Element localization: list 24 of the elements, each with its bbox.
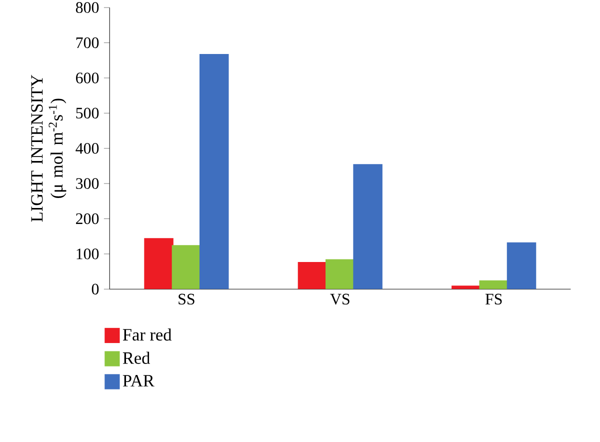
bar <box>452 286 481 290</box>
bar <box>172 245 202 290</box>
y-tick-label: 200 <box>76 213 99 224</box>
y-tick-label: 300 <box>76 178 99 189</box>
legend-label: Far red <box>122 328 172 341</box>
legend-label: Red <box>122 352 150 364</box>
y-tick-label: 100 <box>76 248 99 260</box>
bar <box>353 164 382 290</box>
bar <box>506 242 536 290</box>
y-tick-label: 600 <box>76 72 99 84</box>
y-tick-label: 0 <box>92 284 99 294</box>
legend-label: PAR <box>122 374 154 386</box>
bar <box>144 238 174 290</box>
x-tick-label: SS <box>178 294 194 304</box>
bar <box>200 54 229 290</box>
x-tick-label: VS <box>330 294 350 305</box>
y-tick-label: 700 <box>76 37 99 48</box>
bar <box>298 262 328 290</box>
bar <box>326 259 355 290</box>
y-tick-label: 500 <box>76 108 99 118</box>
x-tick-label: FS <box>485 294 502 304</box>
y-tick-label: 400 <box>76 142 99 154</box>
y-tick-label: 800 <box>76 2 99 13</box>
bar <box>479 280 508 290</box>
